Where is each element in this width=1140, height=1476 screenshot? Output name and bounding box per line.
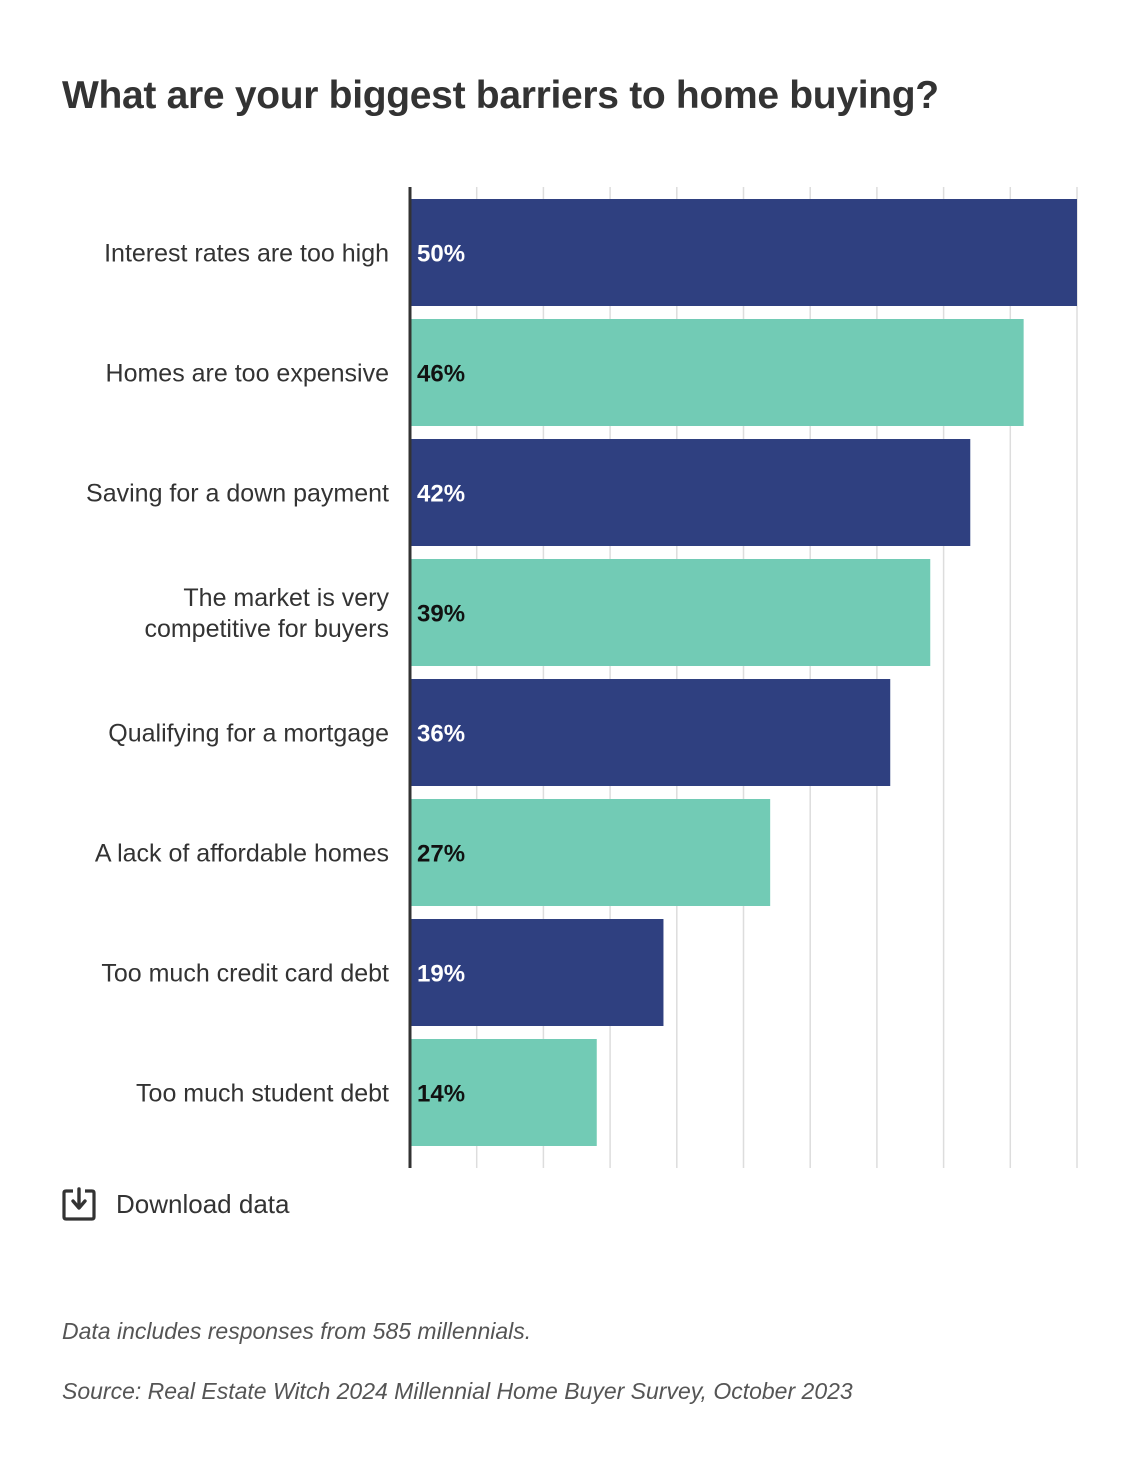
bar-value-label: 36% bbox=[417, 721, 465, 748]
category-label: Qualifying for a mortgage bbox=[108, 720, 389, 748]
category-label: Too much student debt bbox=[136, 1080, 389, 1108]
category-label: Homes are too expensive bbox=[106, 360, 389, 388]
bar-value-label: 14% bbox=[417, 1081, 465, 1108]
download-data-label: Download data bbox=[116, 1188, 290, 1219]
bar bbox=[410, 319, 1024, 426]
bar-value-label: 19% bbox=[417, 961, 465, 988]
bar bbox=[410, 439, 971, 546]
chart-title: What are your biggest barriers to home b… bbox=[62, 74, 939, 117]
category-label: competitive for buyers bbox=[144, 615, 389, 643]
bar-value-label: 39% bbox=[417, 601, 465, 628]
bar bbox=[410, 919, 664, 1026]
bar-value-label: 42% bbox=[417, 481, 465, 508]
download-data-button[interactable]: Download data bbox=[62, 1186, 289, 1222]
bar bbox=[410, 199, 1077, 306]
bar bbox=[410, 1039, 597, 1146]
responses-note: Data includes responses from 585 millenn… bbox=[62, 1318, 532, 1344]
bar-value-label: 50% bbox=[417, 241, 465, 268]
category-label: Too much credit card debt bbox=[101, 960, 389, 988]
category-label: A lack of affordable homes bbox=[95, 840, 389, 868]
bar-value-label: 46% bbox=[417, 361, 465, 388]
bar bbox=[410, 679, 891, 786]
category-label: The market is very bbox=[183, 584, 389, 612]
bar-value-label: 27% bbox=[417, 841, 465, 868]
bar bbox=[410, 559, 931, 666]
bar bbox=[410, 799, 771, 906]
source-note: Source: Real Estate Witch 2024 Millennia… bbox=[62, 1378, 853, 1404]
category-labels: Interest rates are too high Homes are too… bbox=[86, 240, 389, 1108]
category-label: Saving for a down payment bbox=[86, 480, 389, 508]
download-icon bbox=[62, 1187, 96, 1221]
bar-chart: 50% 46% 42% 39% 36% 27% 19% 14% Interest rates … bbox=[86, 187, 1078, 1168]
bars: 50% 46% 42% 39% 36% 27% 19% 14% bbox=[410, 199, 1077, 1146]
category-label: Interest rates are too high bbox=[104, 240, 389, 268]
